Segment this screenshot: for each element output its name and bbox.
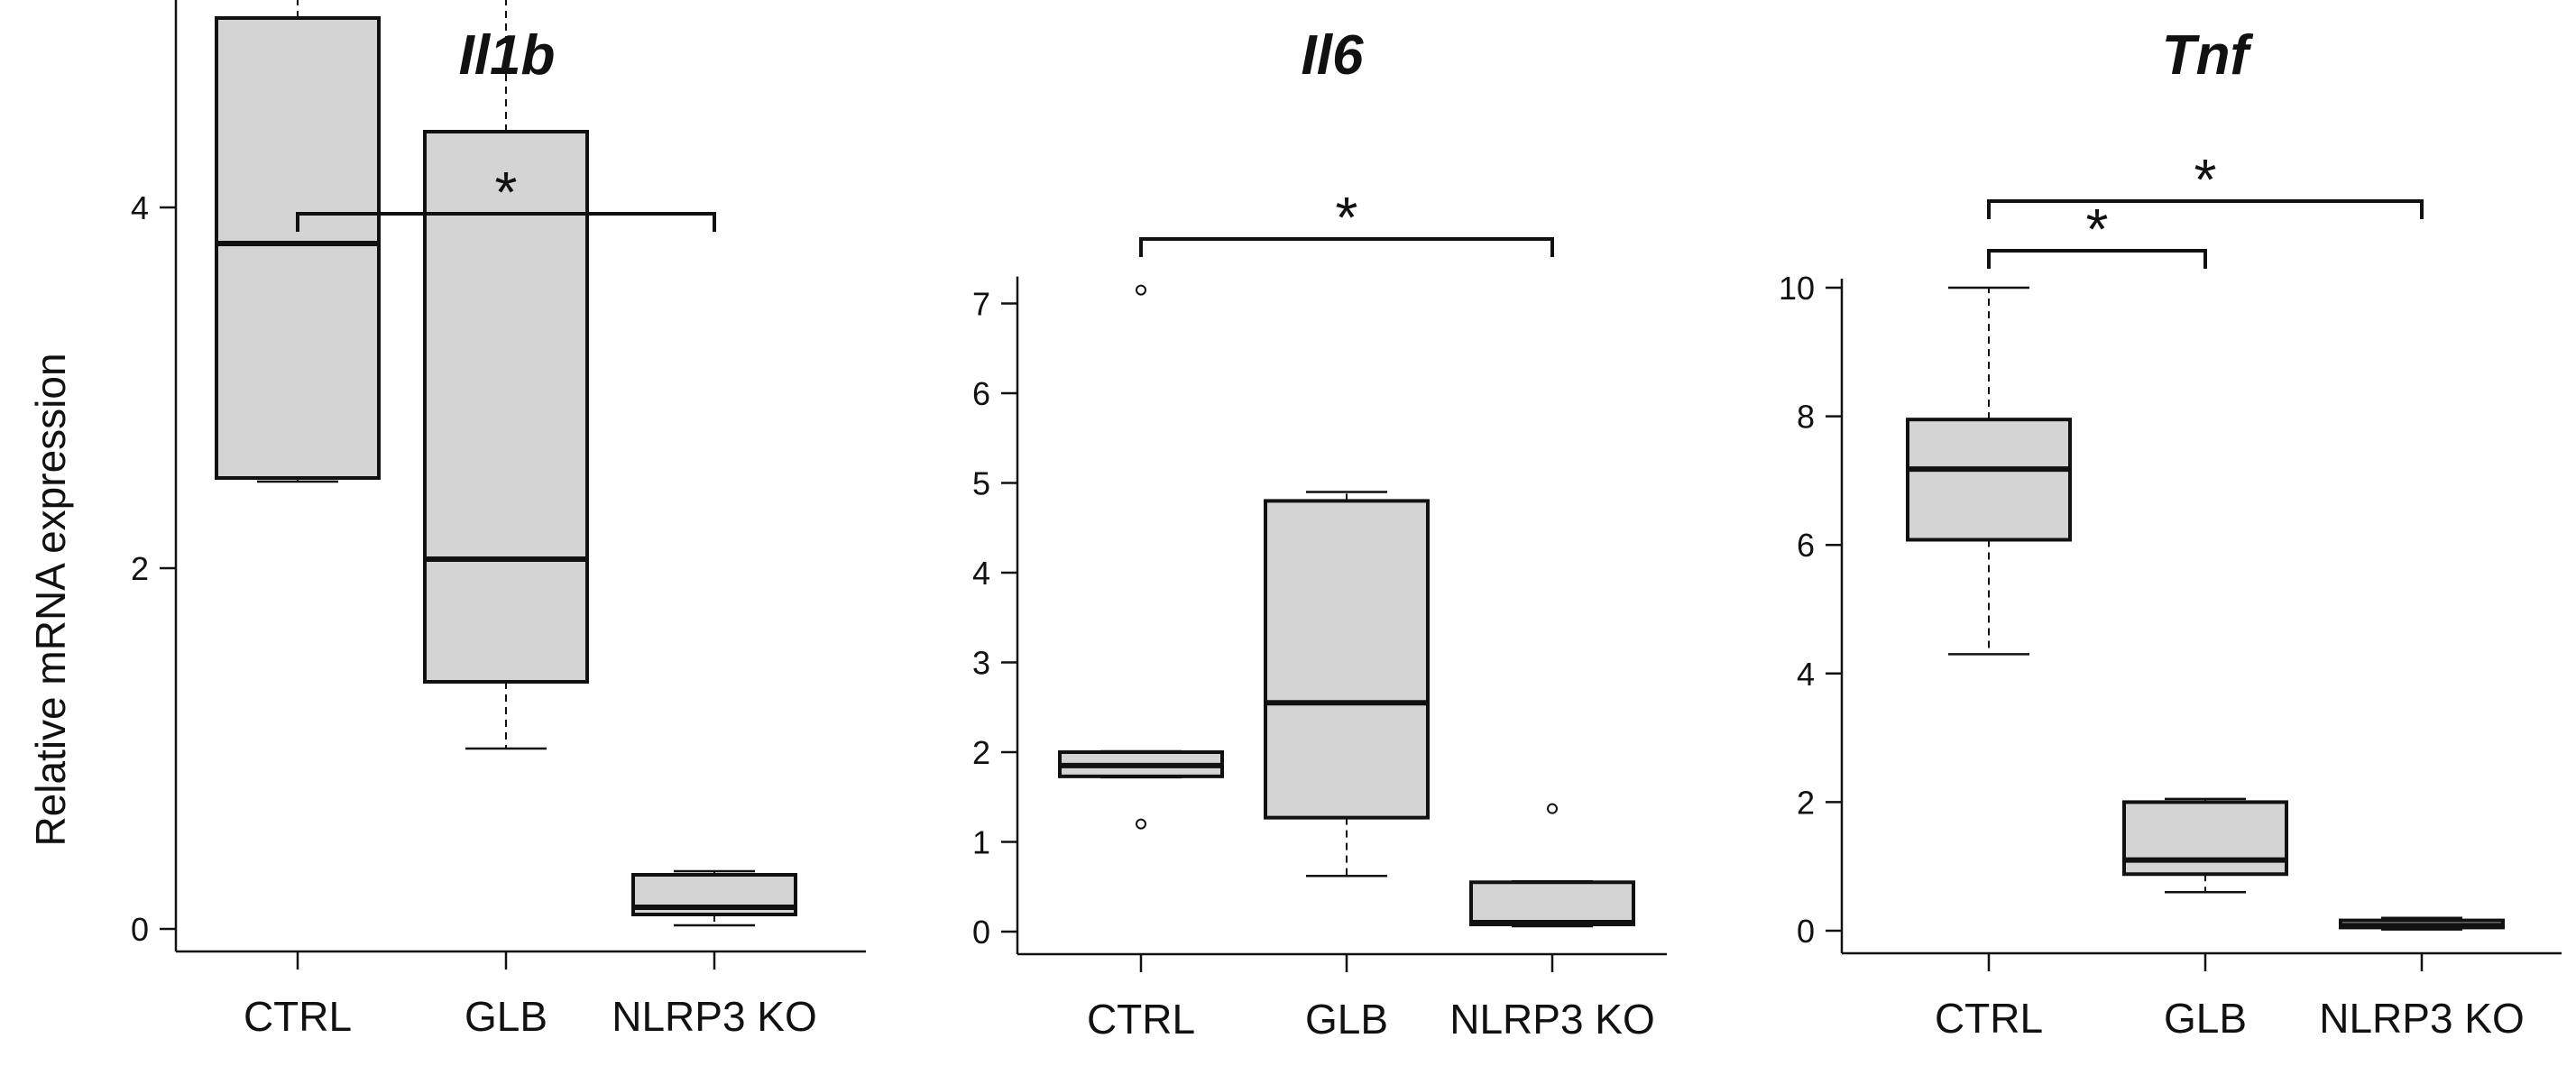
- x-tick-label: NLRP3 KO: [612, 993, 817, 1040]
- x-tick-label: GLB: [465, 993, 547, 1040]
- x-tick-label: GLB: [1305, 996, 1388, 1043]
- box-iqr: [1469, 880, 1635, 927]
- x-tick-label: CTRL: [1935, 995, 2043, 1042]
- significance-star: *: [495, 160, 518, 225]
- box-iqr: [1264, 499, 1430, 820]
- y-tick-label: 5: [972, 465, 990, 502]
- x-tick-label: CTRL: [244, 993, 352, 1040]
- significance-bracket: [296, 212, 716, 232]
- box-iqr: [1906, 418, 2072, 542]
- x-tick-label: NLRP3 KO: [1449, 996, 1655, 1043]
- y-tick-label: 4: [972, 555, 990, 592]
- box-iqr: [215, 16, 381, 480]
- y-tick-label: 0: [1797, 913, 1815, 950]
- panel-title: Tnf: [2162, 24, 2254, 87]
- significance-star: *: [2086, 197, 2109, 262]
- y-tick-label: 2: [1797, 784, 1815, 821]
- y-tick-label: 4: [131, 189, 149, 226]
- x-tick-label: CTRL: [1087, 996, 1195, 1043]
- significance-bracket: [1987, 249, 2207, 269]
- y-tick-label: 6: [1797, 527, 1815, 564]
- outlier-point: [1547, 803, 1558, 814]
- outlier-point: [1136, 818, 1146, 830]
- significance-bracket: [1987, 199, 2424, 219]
- y-tick-label: 7: [972, 286, 990, 323]
- significance-star: *: [2194, 147, 2217, 212]
- significance-star: *: [1336, 185, 1358, 250]
- y-tick-label: 10: [1779, 270, 1815, 307]
- y-tick-label: 2: [972, 734, 990, 771]
- outlier-point: [1136, 284, 1146, 296]
- y-tick-label: 4: [1797, 656, 1815, 693]
- y-tick-label: 6: [972, 375, 990, 412]
- y-tick-label: 0: [972, 914, 990, 951]
- y-tick-label: 3: [972, 645, 990, 682]
- box-iqr: [2122, 800, 2288, 877]
- x-tick-label: NLRP3 KO: [2319, 995, 2525, 1042]
- y-tick-label: 2: [131, 550, 149, 587]
- y-tick-label: 1: [972, 824, 990, 861]
- y-tick-label: 8: [1797, 399, 1815, 436]
- x-tick-label: GLB: [2164, 995, 2247, 1042]
- panel-title: Il6: [1302, 24, 1364, 87]
- y-tick-label: 0: [131, 911, 149, 948]
- significance-bracket: [1139, 237, 1554, 257]
- y-axis-label: Relative mRNA expression: [27, 353, 74, 846]
- box-iqr: [423, 130, 589, 684]
